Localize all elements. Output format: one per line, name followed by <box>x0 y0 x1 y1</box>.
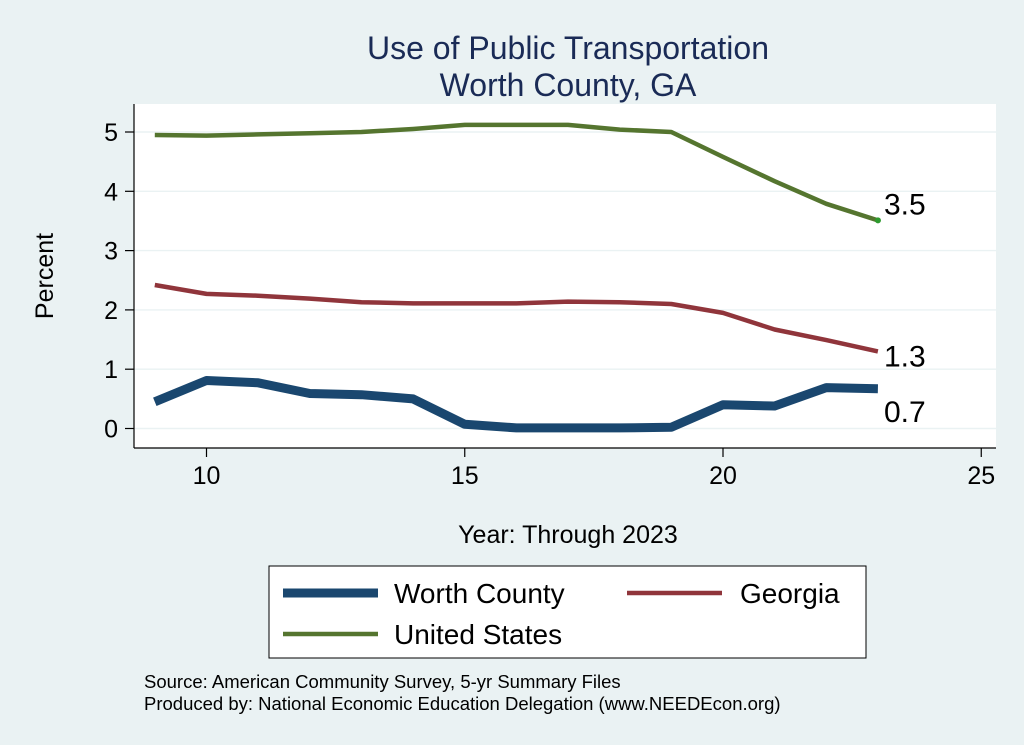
x-tick-label-20: 20 <box>709 462 737 490</box>
y-tick-label-3: 3 <box>104 238 118 266</box>
produced-by-note: Produced by: National Economic Education… <box>144 693 781 714</box>
x-tick-label-10: 10 <box>193 462 221 490</box>
end-label-georgia: 1.3 <box>884 340 926 373</box>
x-tick-label-25: 25 <box>967 462 995 490</box>
x-axis: 10 15 20 25 <box>134 447 996 490</box>
y-tick-label-2: 2 <box>104 297 118 325</box>
legend-box <box>268 565 867 659</box>
x-tick-label-15: 15 <box>451 462 479 490</box>
end-label-worth-county: 0.7 <box>884 396 926 429</box>
series-endpoint-united-states <box>874 217 881 224</box>
series-line-georgia <box>154 282 879 354</box>
legend-label-georgia: Georgia <box>740 578 840 609</box>
source-note: Source: American Community Survey, 5-yr … <box>144 671 621 692</box>
end-label-united-states: 3.5 <box>884 188 926 221</box>
legend: Worth County Georgia United States <box>283 578 840 650</box>
plot-area <box>134 104 996 448</box>
end-labels: 0.7 1.3 3.5 <box>884 188 926 428</box>
y-axis-title: Percent <box>31 233 59 319</box>
y-tick-label-0: 0 <box>104 416 118 444</box>
legend-label-worth-county: Worth County <box>394 578 565 609</box>
chart-title-line-1: Use of Public Transportation <box>367 30 769 66</box>
y-tick-label-1: 1 <box>104 356 118 384</box>
series-line-worth-county <box>153 376 879 433</box>
series-line-united-states <box>154 122 879 223</box>
x-axis-title: Year: Through 2023 <box>458 521 678 549</box>
y-tick-label-4: 4 <box>104 178 118 206</box>
chart-title-line-2: Worth County, GA <box>440 67 697 103</box>
series-lines <box>153 122 881 433</box>
y-tick-label-5: 5 <box>104 119 118 147</box>
y-axis: 0 1 2 3 4 5 <box>104 104 135 448</box>
legend-label-united-states: United States <box>394 619 562 650</box>
